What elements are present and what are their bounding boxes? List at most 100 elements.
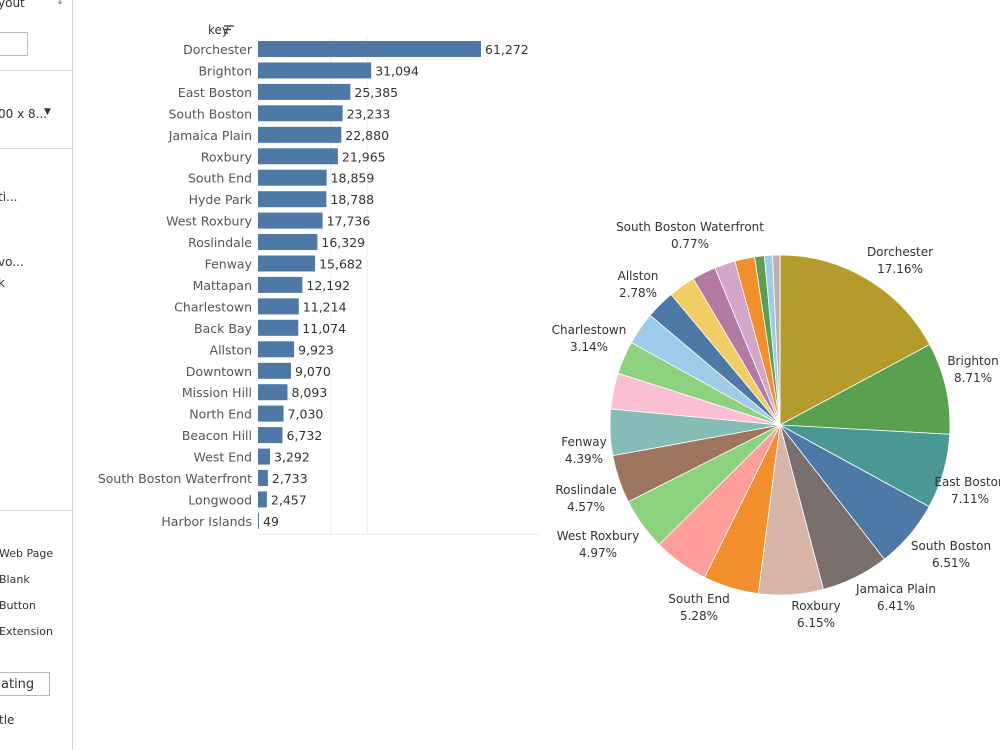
bar[interactable] bbox=[258, 212, 323, 229]
bar[interactable] bbox=[258, 276, 303, 293]
size-dropdown[interactable]: 00 x 8... bbox=[0, 107, 48, 121]
bar-value-label: 11,074 bbox=[302, 321, 346, 336]
bar-value-label: 15,682 bbox=[319, 257, 363, 272]
pie-slice[interactable] bbox=[754, 255, 781, 426]
bar[interactable] bbox=[258, 405, 284, 422]
pie-slice-name-label: South End bbox=[668, 592, 730, 606]
bar[interactable] bbox=[258, 83, 351, 100]
bar[interactable] bbox=[258, 491, 267, 508]
bar-category-label: Hyde Park bbox=[189, 192, 253, 207]
bar[interactable] bbox=[258, 148, 338, 165]
pie-slice[interactable] bbox=[778, 344, 951, 435]
pie-slice-percent-label: 3.14% bbox=[570, 340, 608, 354]
bar-category-label: Beacon Hill bbox=[182, 428, 252, 443]
layout-tab-label[interactable]: yout bbox=[0, 0, 25, 10]
bar-value-label: 12,192 bbox=[306, 278, 350, 293]
object-blank[interactable]: Blank bbox=[0, 573, 30, 586]
bar[interactable] bbox=[258, 470, 268, 486]
bar-category-label: Fenway bbox=[205, 257, 253, 272]
bar-value-label: 49 bbox=[263, 514, 279, 529]
bar-value-label: 21,965 bbox=[342, 149, 386, 164]
pie-slice[interactable] bbox=[612, 424, 781, 503]
bar-value-label: 61,272 bbox=[485, 42, 529, 57]
bar[interactable] bbox=[258, 169, 327, 186]
bar-category-label: Harbor Islands bbox=[161, 514, 252, 529]
pie-slice-percent-label: 6.15% bbox=[797, 616, 835, 630]
bar-value-label: 8,093 bbox=[292, 385, 328, 400]
pie-slice[interactable] bbox=[757, 424, 824, 596]
bar-category-label: Downtown bbox=[186, 364, 252, 379]
bar[interactable] bbox=[258, 448, 270, 465]
pie-slice[interactable] bbox=[609, 408, 781, 457]
pie-slice[interactable] bbox=[627, 424, 781, 546]
pie-slice-percent-label: 4.39% bbox=[565, 452, 603, 466]
sheet-item-b[interactable]: vo... bbox=[0, 255, 24, 269]
bar[interactable] bbox=[258, 298, 299, 315]
pie-slice[interactable] bbox=[714, 260, 781, 426]
sidebar-divider bbox=[0, 148, 72, 149]
chevron-down-icon[interactable]: ▼ bbox=[44, 107, 51, 117]
pie-slice-name-label: Fenway bbox=[561, 435, 607, 449]
pie-slice[interactable] bbox=[779, 424, 885, 590]
sort-arrows-icon[interactable]: ⇕ bbox=[56, 0, 64, 7]
device-preview-button[interactable] bbox=[0, 32, 28, 56]
bar-category-label: Brighton bbox=[198, 64, 252, 79]
sheet-item-c[interactable]: k bbox=[0, 276, 5, 290]
bar-value-label: 22,880 bbox=[345, 128, 389, 143]
pie-slice[interactable] bbox=[704, 424, 781, 595]
bar[interactable] bbox=[258, 126, 342, 143]
pie-slice[interactable] bbox=[692, 267, 781, 426]
bar[interactable] bbox=[258, 62, 372, 79]
pie-slice-percent-label: 4.57% bbox=[567, 500, 605, 514]
bar-value-label: 11,214 bbox=[303, 299, 347, 314]
pie-slice[interactable] bbox=[779, 424, 930, 560]
bar-category-label: Mattapan bbox=[193, 278, 252, 293]
pie-slice-percent-label: 2.78% bbox=[619, 286, 657, 300]
bar[interactable] bbox=[258, 427, 283, 444]
bar-value-label: 9,070 bbox=[295, 364, 331, 379]
pie-slice[interactable] bbox=[779, 424, 951, 508]
pie-slice-name-label: Allston bbox=[618, 269, 659, 283]
pie-slice[interactable] bbox=[763, 254, 781, 426]
bar[interactable] bbox=[258, 362, 291, 379]
pie-slice-name-label: West Roxbury bbox=[557, 529, 639, 543]
bar[interactable] bbox=[258, 234, 318, 250]
pie-slice[interactable] bbox=[658, 424, 781, 578]
pie-slice[interactable] bbox=[649, 293, 781, 426]
bar-category-label: Longwood bbox=[188, 492, 252, 507]
bar[interactable] bbox=[258, 341, 295, 358]
pie-slice[interactable] bbox=[670, 278, 781, 426]
bar[interactable] bbox=[258, 255, 316, 272]
sheet-item-a[interactable]: ti... bbox=[0, 190, 18, 204]
bar-value-label: 2,457 bbox=[271, 492, 307, 507]
sort-descending-icon[interactable] bbox=[224, 25, 234, 34]
bar-value-label: 23,233 bbox=[347, 106, 391, 121]
pie-slice[interactable] bbox=[617, 341, 781, 426]
pie-slice-name-label: Dorchester bbox=[867, 245, 933, 259]
pie-slice[interactable] bbox=[630, 314, 781, 426]
pie-slice[interactable] bbox=[779, 254, 931, 426]
bar[interactable] bbox=[258, 105, 343, 122]
object-button[interactable]: Button bbox=[0, 599, 36, 612]
pie-slice-percent-label: 0.77% bbox=[671, 237, 709, 251]
bar[interactable] bbox=[258, 512, 259, 529]
pie-slice[interactable] bbox=[610, 372, 781, 426]
bar-category-label: South Boston Waterfront bbox=[98, 471, 252, 486]
show-title-label[interactable]: tle bbox=[0, 713, 15, 727]
bar-category-label: West End bbox=[194, 450, 252, 465]
bar[interactable] bbox=[258, 191, 327, 208]
bar-chart-svg: key Dorchester 61,272 Brighton 31,094 East Bo… bbox=[98, 23, 540, 535]
bar-category-label: Jamaica Plain bbox=[168, 128, 252, 143]
bar[interactable] bbox=[258, 41, 481, 57]
object-extension[interactable]: Extension bbox=[0, 625, 54, 638]
floating-toggle-button[interactable]: ating bbox=[0, 672, 50, 696]
bar-value-label: 16,329 bbox=[321, 235, 365, 250]
sidebar-divider bbox=[0, 70, 72, 71]
bar[interactable] bbox=[258, 384, 288, 401]
pie-slice-percent-label: 6.51% bbox=[932, 556, 970, 570]
object-web-page[interactable]: Web Page bbox=[0, 547, 54, 560]
bar[interactable] bbox=[258, 319, 299, 336]
bar-value-label: 31,094 bbox=[375, 64, 419, 79]
pie-slice[interactable] bbox=[734, 256, 781, 426]
pie-slice[interactable] bbox=[772, 254, 781, 426]
